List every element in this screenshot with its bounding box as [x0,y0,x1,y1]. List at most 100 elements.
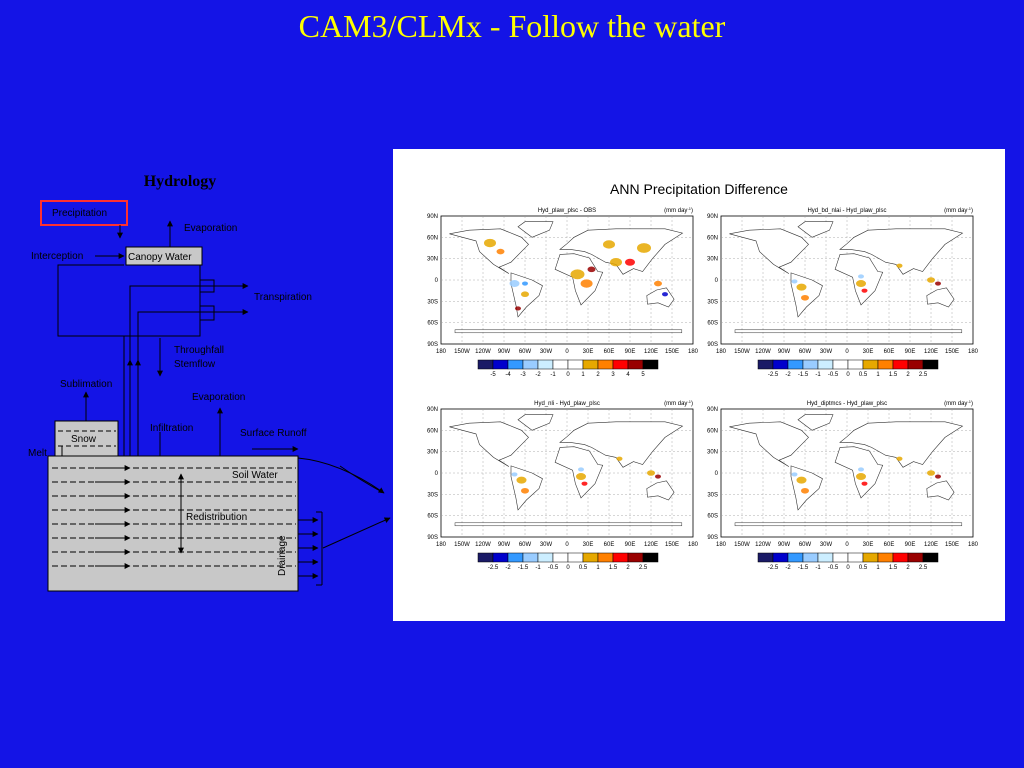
runoff-curve [297,457,385,494]
lon-tick-label: 180 [716,349,727,355]
lon-tick-label: 120W [755,542,771,548]
legend-tick-label: 1 [876,565,880,571]
legend-swatch [537,552,554,563]
precip-anomaly [576,473,586,481]
precip-anomaly [861,481,868,486]
units-exponent: -1 [687,206,691,211]
legend-tick-label: 2.5 [919,372,928,378]
legend-tick-label: 0 [566,565,570,571]
legend-swatch [832,552,849,563]
lon-tick-label: 150E [945,542,959,548]
melt-label: Melt [28,448,47,459]
legend-tick-label: 2 [906,372,910,378]
map-panel-title: Hyd_plaw_plsc - OBS [538,208,596,214]
precip-anomaly [580,279,593,288]
lat-tick-label: 0 [715,278,719,284]
legend-tick-label: 5 [641,372,645,378]
legend-swatch [567,552,584,563]
interception-label: Interception [31,251,83,262]
precip-anomaly [801,487,809,494]
precip-anomaly [509,280,520,288]
lon-tick-label: 180 [688,349,699,355]
legend-tick-label: -2.5 [488,565,499,571]
precip-anomaly [496,248,505,255]
precip-anomaly [796,476,807,484]
continent-outline [559,228,684,275]
legend-swatch [877,359,894,370]
lat-tick-label: 60N [427,235,438,241]
lon-tick-label: 90W [778,542,791,548]
continent-outline [449,421,529,467]
lon-tick-label: 120E [644,542,658,548]
precip-anomaly [511,472,518,477]
lat-tick-label: 90S [427,342,438,348]
legend-tick-label: 2 [626,565,630,571]
legend-tick-label: 0.5 [579,565,588,571]
lon-tick-label: 30E [863,542,874,548]
continent-outline [510,465,543,511]
legend-swatch [817,552,834,563]
map-panel: Hyd_plaw_plsc - OBS (mm day-1) 90N 60N 30N 0 3… [427,206,699,379]
legend-tick-label: -3 [520,372,526,378]
legend-swatch [862,359,879,370]
lat-tick-label: 30S [427,492,438,498]
precip-anomaly [861,288,868,293]
legend-swatch [817,359,834,370]
continent-outline [559,421,684,468]
legend-swatch [522,359,539,370]
lat-tick-label: 30N [707,450,718,456]
continent-outline [554,253,604,306]
lat-tick-label: 0 [435,278,439,284]
ground-evaporation-label: Evaporation [192,392,245,403]
legend-tick-label: 1.5 [889,565,898,571]
units-exponent: -1 [687,399,691,404]
continent-outline [834,446,884,499]
legend-swatch [907,552,924,563]
units-exponent: -1 [967,206,971,211]
precip-anomaly [521,487,529,494]
legend-swatch [597,359,614,370]
legend-swatch [537,359,554,370]
lat-tick-label: 0 [435,471,439,477]
map-panel: Hyd_nli - Hyd_plaw_plsc (mm day-1) 90N 60N 3… [427,399,699,572]
legend-tick-label: 4 [626,372,630,378]
lon-tick-label: 90E [905,349,916,355]
lon-tick-label: 90E [625,349,636,355]
lat-tick-label: 90S [427,535,438,541]
legend-swatch [552,359,569,370]
lon-tick-label: 150W [454,349,470,355]
legend-swatch [552,552,569,563]
continent-outline [839,228,964,275]
precip-anomaly [655,474,661,479]
legend-swatch [627,552,644,563]
legend-tick-label: 1 [596,565,600,571]
precip-anomaly [515,306,521,311]
lon-tick-label: 60E [884,542,895,548]
legend-swatch [877,552,894,563]
lon-tick-label: 90W [498,349,511,355]
lon-tick-label: 90W [778,349,791,355]
legend-swatch [862,552,879,563]
legend-tick-label: -1 [815,372,821,378]
precip-anomaly [927,277,935,283]
antarctica-outline [734,329,963,334]
continent-outline [926,480,955,501]
legend-tick-label: -5 [490,372,496,378]
legend-swatch [757,359,774,370]
legend-swatch [507,552,524,563]
lat-tick-label: 60N [427,428,438,434]
legend-tick-label: -4 [505,372,511,378]
legend-swatch [892,552,909,563]
legend-tick-label: -1 [535,565,541,571]
lon-tick-label: 120E [924,349,938,355]
transpiration-label: Transpiration [254,292,312,303]
legend-tick-label: 1.5 [889,372,898,378]
lon-tick-label: 30W [820,542,833,548]
lon-tick-label: 150W [734,349,750,355]
lon-tick-label: 60E [884,349,895,355]
continent-outline [517,221,554,238]
legend-tick-label: 0 [566,372,570,378]
lon-tick-label: 60W [519,542,532,548]
legend-tick-label: -1 [550,372,556,378]
soil-water-label: Soil Water [232,470,278,481]
